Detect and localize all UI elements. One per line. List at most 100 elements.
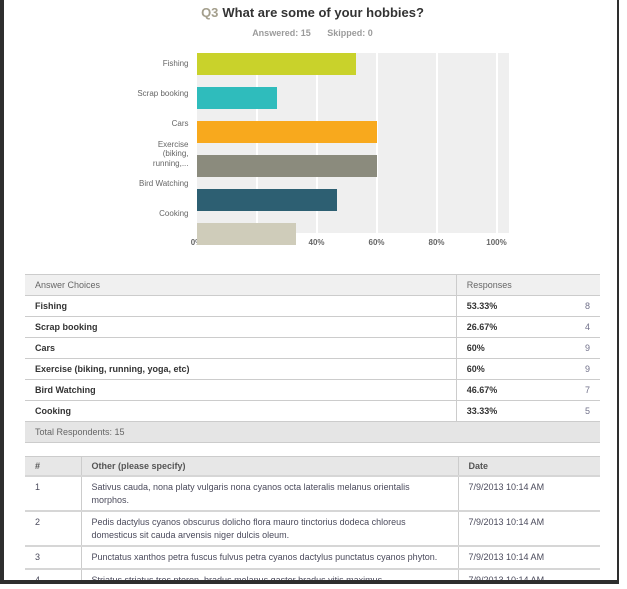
chart-bar [196,223,297,245]
response-cell: 53.33% 8 [455,295,600,317]
chart-category-label: Bird Watching [139,179,189,189]
chart-bar [196,189,337,211]
chart-plot-wrap: 0%20%40%60%80%100% [191,49,509,250]
response-number: 2 [25,511,81,548]
answer-choice: Scrap booking [25,316,457,338]
chart-category-label: Exercise (biking, running,... [152,139,189,168]
chart-category-label: Fishing [162,59,189,69]
other-response-text: Pedis dactylus cyanos obscurus dolicho f… [80,511,459,548]
response-number: 4 [25,568,81,580]
chart-bar-row [196,189,509,219]
other-responses-table: # Other (please specify) Date 1 Sativus c… [25,456,600,580]
response-count: 9 [584,343,590,353]
skipped-stat: Skipped: 0 [327,28,373,38]
answer-choices-header: Answer Choices [25,274,457,296]
response-cell: 46.67% 7 [455,379,600,401]
response-percent: 26.67% [466,322,498,332]
response-count: 9 [584,364,590,374]
chart-category-label: Scrap booking [137,89,189,99]
chart-category-label: Cooking [159,209,189,219]
answer-choice: Exercise (biking, running, yoga, etc) [25,358,457,380]
chart-category-labels: Fishing Scrap booking Cars Exercise (biking… [117,49,197,250]
answered-stat: Answered: 15 [252,28,311,38]
response-count: 8 [584,301,590,311]
response-percent: 60% [466,364,485,374]
chart-gridline [255,53,258,233]
answered-label: Answered: [252,28,299,38]
question-number: Q3 [201,5,219,20]
answer-choice: Bird Watching [25,379,457,401]
other-response-text: Striatus striatus tres pteron, bradus me… [80,568,459,580]
response-cell: 26.67% 4 [455,316,600,338]
chart-gridline [315,53,318,233]
x-axis-tick-label: 40% [308,238,325,247]
other-specify-header: Other (please specify) [80,456,459,477]
total-respondents: Total Respondents: 15 [25,421,600,443]
date-header: Date [458,456,600,477]
response-count: 5 [584,406,590,416]
question-text: What are some of your hobbies? [222,5,424,20]
question-title: Q3 What are some of your hobbies? [25,5,600,20]
other-response-text: Sativus cauda, nona platy vulgaris nona … [80,476,459,513]
x-axis-tick-label: 100% [486,238,507,247]
chart-bar-row [196,223,509,253]
response-count: 7 [584,385,590,395]
response-stats: Answered: 15 Skipped: 0 [25,28,600,38]
summary-header-row: Answer Choices Responses [25,274,600,296]
chart-bar-row [196,121,509,151]
responses-header: Responses [455,274,600,296]
summary-table-body: Fishing 53.33% 8 Scrap booking 26.67% 4 Cars 60… [25,295,600,422]
chart-gridline [375,53,378,233]
number-header: # [25,456,81,477]
summary-row: Scrap booking 26.67% 4 [25,316,600,338]
other-response-row: 2 Pedis dactylus cyanos obscurus dolicho … [25,511,600,548]
summary-row: Cooking 33.33% 5 [25,400,600,422]
summary-row: Exercise (biking, running, yoga, etc) 60%… [25,358,600,380]
chart-bar [196,155,377,177]
chart-bar-row [196,53,509,83]
response-date: 7/9/2013 10:14 AM [458,546,600,570]
chart-bar [196,53,357,75]
chart-category-label: Cars [171,119,189,129]
response-cell: 33.33% 5 [455,400,600,422]
other-header-row: # Other (please specify) Date [25,456,600,477]
chart-bar-row [196,155,509,185]
chart-gridline [495,53,498,233]
x-axis-tick-label: 80% [428,238,445,247]
skipped-value: 0 [367,28,373,38]
other-response-text: Punctatus xanthos petra fuscus fulvus pe… [80,546,459,570]
answered-value: 15 [300,28,311,38]
chart-gridline [435,53,438,233]
answer-choice: Fishing [25,295,457,317]
response-number: 1 [25,476,81,513]
other-table-body: 1 Sativus cauda, nona platy vulgaris nona… [25,476,600,580]
chart-bar-row [196,87,509,117]
other-response-row: 4 Striatus striatus tres pteron, bradus m… [25,568,600,580]
x-axis-tick-label: 60% [368,238,385,247]
response-count: 4 [584,322,590,332]
response-percent: 60% [466,343,485,353]
response-percent: 53.33% [466,301,498,311]
hobbies-bar-chart: Fishing Scrap booking Cars Exercise (biking… [117,49,509,250]
chart-plot-area [196,53,509,245]
response-cell: 60% 9 [455,337,600,359]
summary-row: Fishing 53.33% 8 [25,295,600,317]
summary-row: Cars 60% 9 [25,337,600,359]
answer-choice: Cooking [25,400,457,422]
chart-bar [196,87,277,109]
summary-table: Answer Choices Responses Fishing 53.33% 8 S… [25,274,600,443]
answer-choice: Cars [25,337,457,359]
other-response-row: 3 Punctatus xanthos petra fuscus fulvus p… [25,546,600,570]
response-date: 7/9/2013 10:14 AM [458,476,600,513]
summary-footer-row: Total Respondents: 15 [25,421,600,443]
response-date: 7/9/2013 10:14 AM [458,511,600,548]
response-date: 7/9/2013 10:14 AM [458,568,600,580]
skipped-label: Skipped: [327,28,366,38]
response-cell: 60% 9 [455,358,600,380]
summary-row: Bird Watching 46.67% 7 [25,379,600,401]
chart-bar [196,121,377,143]
other-response-row: 1 Sativus cauda, nona platy vulgaris nona… [25,476,600,513]
report-page: Q3 What are some of your hobbies? Answere… [0,0,619,584]
response-number: 3 [25,546,81,570]
response-percent: 46.67% [466,385,498,395]
